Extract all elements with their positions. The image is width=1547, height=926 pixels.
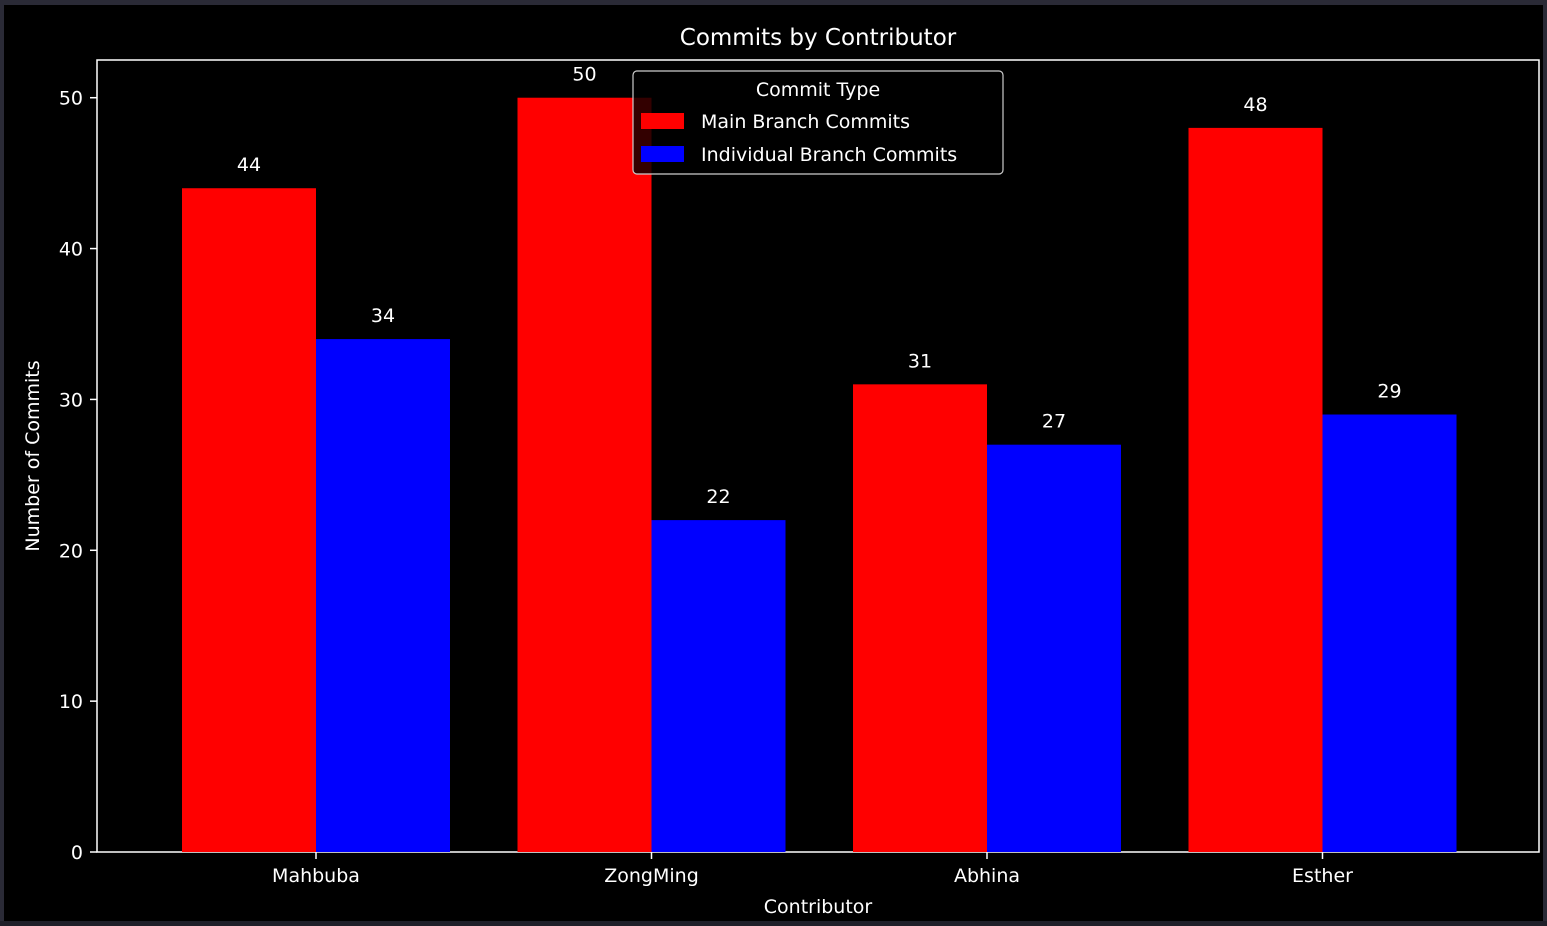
legend: Commit Type Main Branch Commits Individua… xyxy=(632,70,1004,175)
data-label: 44 xyxy=(237,154,261,176)
bar-abhina-individual xyxy=(987,444,1121,852)
bars-group: 44 34 50 22 31 27 48 29 xyxy=(182,64,1457,853)
bar-abhina-main xyxy=(853,384,987,852)
y-axis-label: Number of Commits xyxy=(22,360,44,551)
bar-esther-individual xyxy=(1322,414,1457,852)
legend-swatch xyxy=(641,113,684,129)
legend-entries: Main Branch Commits Individual Branch Com… xyxy=(641,111,957,166)
y-tick-label: 0 xyxy=(71,842,83,864)
y-tick-label: 30 xyxy=(59,389,83,411)
legend-label: Main Branch Commits xyxy=(701,111,910,133)
y-tick-label: 40 xyxy=(59,239,83,261)
legend-swatch xyxy=(641,146,684,162)
bar-chart: Commits by Contributor 4434502231274829 … xyxy=(22,25,1540,918)
bar-zongming-main xyxy=(517,97,652,852)
data-label: 29 xyxy=(1377,381,1401,403)
data-label: 31 xyxy=(908,350,932,372)
legend-title: Commit Type xyxy=(756,79,880,101)
x-axis-label: Contributor xyxy=(764,896,873,918)
legend-box xyxy=(632,70,1004,175)
y-axis: 0 10 20 30 40 50 xyxy=(59,88,97,864)
y-tick-label: 10 xyxy=(59,691,83,713)
x-tick-label: Abhina xyxy=(954,865,1020,887)
legend-label: Individual Branch Commits xyxy=(701,144,957,166)
y-tick-label: 50 xyxy=(59,88,83,110)
x-axis: Mahbuba ZongMing Abhina Esther xyxy=(272,852,1353,887)
x-tick-label: ZongMing xyxy=(604,865,699,887)
data-label: 22 xyxy=(706,486,730,508)
x-tick-label: Mahbuba xyxy=(272,865,360,887)
bar-zongming-individual xyxy=(651,520,786,852)
bar-mahbuba-main xyxy=(182,188,316,852)
x-tick-label: Esther xyxy=(1292,865,1353,887)
data-label: 34 xyxy=(371,305,395,327)
data-label: 50 xyxy=(572,64,596,86)
bar-esther-main xyxy=(1188,127,1323,852)
y-tick-label: 20 xyxy=(59,540,83,562)
chart-title: Commits by Contributor xyxy=(680,25,957,51)
data-label: 48 xyxy=(1243,94,1267,116)
data-label: 27 xyxy=(1042,411,1066,433)
bar-mahbuba-individual xyxy=(316,339,450,853)
